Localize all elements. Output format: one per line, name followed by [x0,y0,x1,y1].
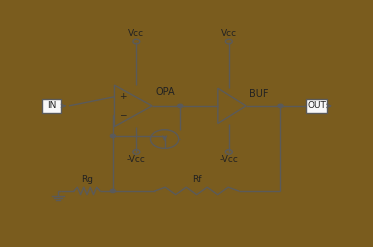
Text: OPA: OPA [155,87,175,97]
Text: -Vcc: -Vcc [219,155,238,164]
Text: −: − [119,110,127,120]
Text: -Vcc: -Vcc [127,155,146,164]
Text: Vcc: Vcc [221,29,237,39]
Circle shape [110,189,115,193]
Text: BUF: BUF [249,89,269,100]
Bar [43,99,61,113]
Circle shape [178,104,183,107]
Text: OUT: OUT [307,101,326,110]
Circle shape [278,104,283,107]
Text: Vcc: Vcc [128,29,144,39]
Text: Rg: Rg [81,175,93,184]
Text: +: + [119,92,127,101]
Text: IN: IN [47,101,56,110]
Circle shape [110,134,115,138]
Text: Rf: Rf [192,175,201,184]
Bar [306,99,327,113]
